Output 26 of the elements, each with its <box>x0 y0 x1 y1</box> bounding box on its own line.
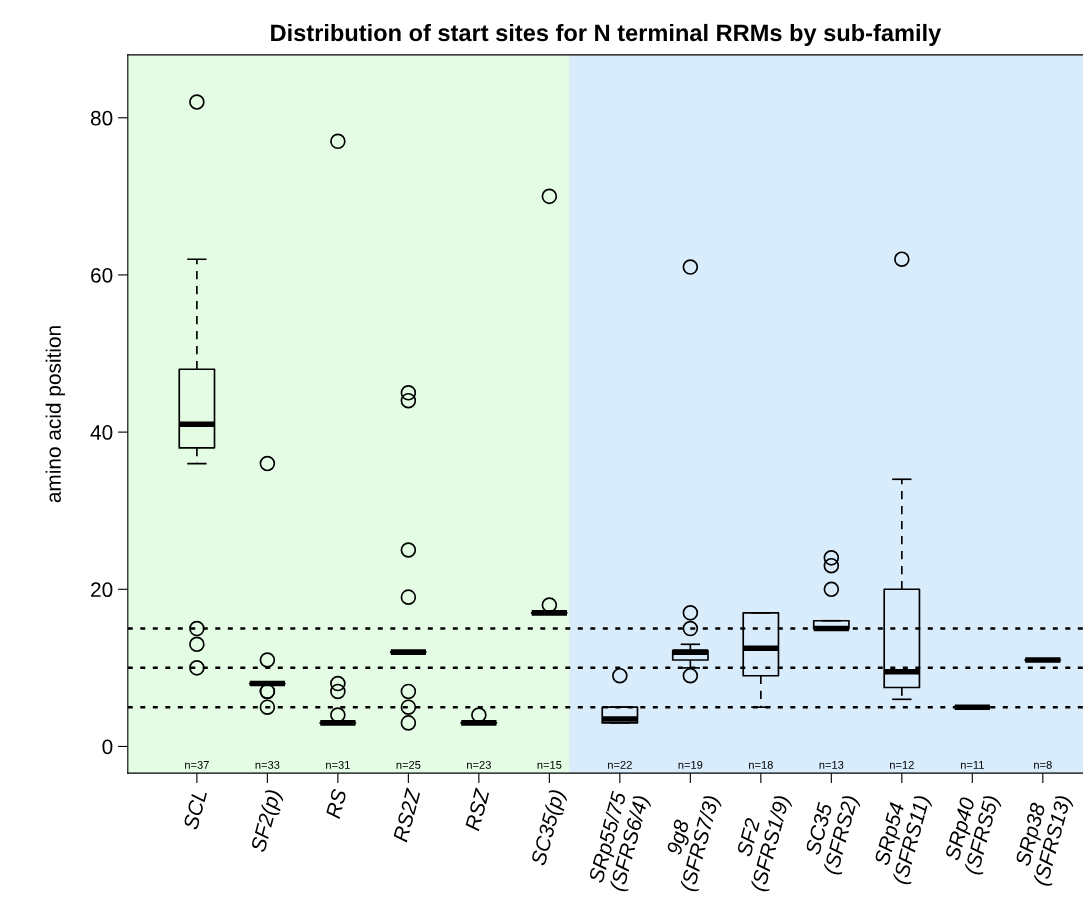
annotation: n=12 <box>890 760 914 769</box>
annotation: n=37 <box>185 760 209 769</box>
x-tick-label: RS <box>325 788 347 820</box>
annotation: n=19 <box>678 760 703 769</box>
annotation: n=11 <box>960 761 984 769</box>
x-tick-label: RSZ <box>464 787 490 832</box>
annotation: n=13 <box>819 760 844 769</box>
annotation: n=18 <box>749 760 773 769</box>
y-tick-label: 60 <box>91 267 113 283</box>
annotation: n=23 <box>467 760 491 769</box>
annotation: n=31 <box>326 760 350 769</box>
x-tick-label: SC35(p) <box>530 788 569 868</box>
y-tick-label: 20 <box>91 582 113 598</box>
y-axis-title: amino acid position <box>45 326 66 503</box>
chart-title: Distribution of start sites for N terminal RRMs by sub-family <box>271 23 942 46</box>
annotation: n=22 <box>608 760 632 769</box>
annotation: n=8 <box>1034 760 1052 769</box>
y-tick-label: 80 <box>90 110 113 126</box>
y-tick-label: 40 <box>90 425 113 440</box>
x-tick-label: SCL <box>182 789 208 831</box>
annotation: n=33 <box>255 760 280 769</box>
y-tick-label: 0 <box>102 739 113 755</box>
annotation: n=25 <box>396 760 421 769</box>
annotation: n=15 <box>537 761 562 769</box>
x-tick-label: RS2Z <box>392 787 421 843</box>
x-tick-label: SF2(p) <box>249 788 285 854</box>
